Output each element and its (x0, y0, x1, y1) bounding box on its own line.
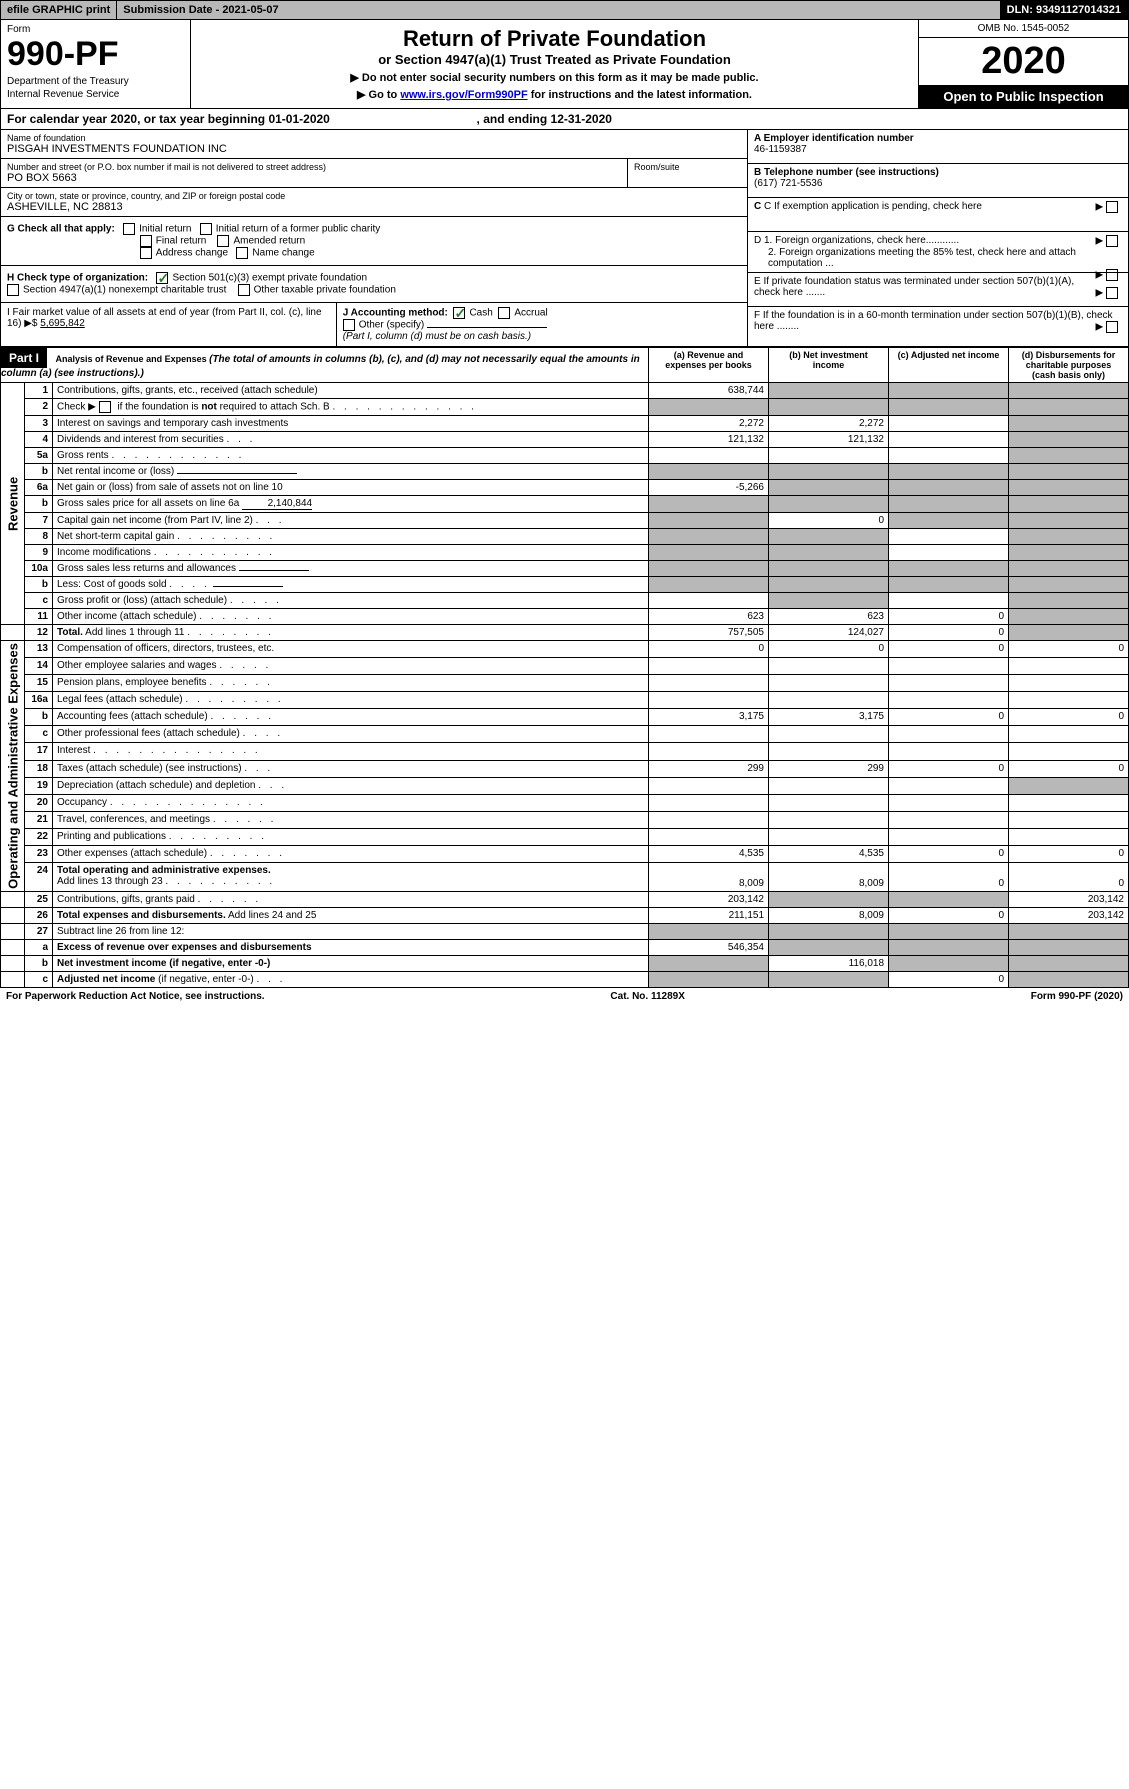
501c3-checkbox[interactable] (156, 272, 168, 284)
city-label: City or town, state or province, country… (7, 191, 741, 201)
efile-print-label: efile GRAPHIC print (1, 1, 117, 19)
submission-date: Submission Date - 2021-05-07 (117, 1, 1000, 19)
name-label: Name of foundation (7, 133, 741, 143)
expenses-side-label: Operating and Administrative Expenses (1, 641, 25, 892)
part-i-table: Part I Analysis of Revenue and Expenses … (0, 347, 1129, 988)
year-end: 12-31-2020 (551, 112, 612, 126)
g-label: G Check all that apply: (7, 224, 115, 235)
j-note: (Part I, column (d) must be on cash basi… (343, 331, 531, 342)
part-i-badge: Part I (1, 348, 47, 368)
topbar: efile GRAPHIC print Submission Date - 20… (0, 0, 1129, 20)
open-public-label: Open to Public Inspection (919, 85, 1128, 108)
name-change-checkbox[interactable] (236, 247, 248, 259)
amended-return-checkbox[interactable] (217, 235, 229, 247)
col-b-header: (b) Net investment income (769, 348, 889, 383)
calendar-year-row: For calendar year 2020, or tax year begi… (0, 109, 1129, 130)
ssn-note: ▶ Do not enter social security numbers o… (201, 71, 908, 84)
final-return-checkbox[interactable] (140, 235, 152, 247)
address-label: Number and street (or P.O. box number if… (7, 162, 621, 172)
foundation-name: PISGAH INVESTMENTS FOUNDATION INC (7, 143, 741, 155)
address-value: PO BOX 5663 (7, 172, 621, 184)
form-header: Form 990-PF Department of the Treasury I… (0, 20, 1129, 109)
dln-label: DLN: 93491127014321 (1001, 1, 1128, 19)
ein-value: 46-1159387 (754, 144, 807, 155)
form-title: Return of Private Foundation (201, 26, 908, 52)
h-label: H Check type of organization: (7, 273, 148, 284)
other-taxable-checkbox[interactable] (238, 284, 250, 296)
instructions-link[interactable]: www.irs.gov/Form990PF (400, 89, 527, 101)
omb-number: OMB No. 1545-0052 (919, 20, 1128, 38)
col-c-header: (c) Adjusted net income (889, 348, 1009, 383)
form-subtitle: or Section 4947(a)(1) Trust Treated as P… (201, 52, 908, 67)
e-label: E If private foundation status was termi… (754, 276, 1074, 298)
j-label: J Accounting method: (343, 308, 448, 319)
f-label: F If the foundation is in a 60-month ter… (754, 310, 1113, 332)
entity-block: Name of foundation PISGAH INVESTMENTS FO… (0, 130, 1129, 347)
accrual-checkbox[interactable] (498, 307, 510, 319)
c-label: C If exemption application is pending, c… (764, 201, 982, 212)
d1-checkbox[interactable] (1106, 235, 1118, 247)
tel-value: (617) 721-5536 (754, 178, 822, 189)
irs-label: Internal Revenue Service (7, 89, 184, 100)
d2-label: 2. Foreign organizations meeting the 85%… (754, 247, 1122, 269)
year-begin: 01-01-2020 (268, 112, 329, 126)
paperwork-notice: For Paperwork Reduction Act Notice, see … (6, 991, 265, 1002)
address-change-checkbox[interactable] (140, 247, 152, 259)
4947-trust-checkbox[interactable] (7, 284, 19, 296)
part-i-title: Analysis of Revenue and Expenses (56, 354, 207, 364)
sch-b-checkbox[interactable] (99, 401, 111, 413)
initial-former-checkbox[interactable] (200, 223, 212, 235)
fmv-value: 5,695,842 (40, 318, 85, 329)
room-label: Room/suite (634, 162, 747, 172)
form-number: 990-PF (7, 35, 184, 74)
cat-no: Cat. No. 11289X (610, 991, 684, 1002)
instructions-note: ▶ Go to www.irs.gov/Form990PF for instru… (201, 88, 908, 101)
other-method-checkbox[interactable] (343, 319, 355, 331)
form-label: Form (7, 24, 184, 35)
revenue-side-label: Revenue (1, 383, 25, 625)
page-footer: For Paperwork Reduction Act Notice, see … (0, 988, 1129, 1005)
tel-label: B Telephone number (see instructions) (754, 167, 939, 178)
c-checkbox[interactable] (1106, 201, 1118, 213)
cash-checkbox[interactable] (453, 307, 465, 319)
city-value: ASHEVILLE, NC 28813 (7, 201, 741, 213)
initial-return-checkbox[interactable] (123, 223, 135, 235)
ein-label: A Employer identification number (754, 133, 914, 144)
col-a-header: (a) Revenue and expenses per books (649, 348, 769, 383)
d2-checkbox[interactable] (1106, 269, 1118, 281)
f-checkbox[interactable] (1106, 321, 1118, 333)
form-ref: Form 990-PF (2020) (1031, 991, 1123, 1002)
col-d-header: (d) Disbursements for charitable purpose… (1009, 348, 1129, 383)
dept-treasury: Department of the Treasury (7, 76, 184, 87)
d1-label: D 1. Foreign organizations, check here..… (754, 235, 959, 246)
line6b-value: 2,140,844 (242, 498, 312, 510)
tax-year: 2020 (919, 38, 1128, 85)
e-checkbox[interactable] (1106, 287, 1118, 299)
